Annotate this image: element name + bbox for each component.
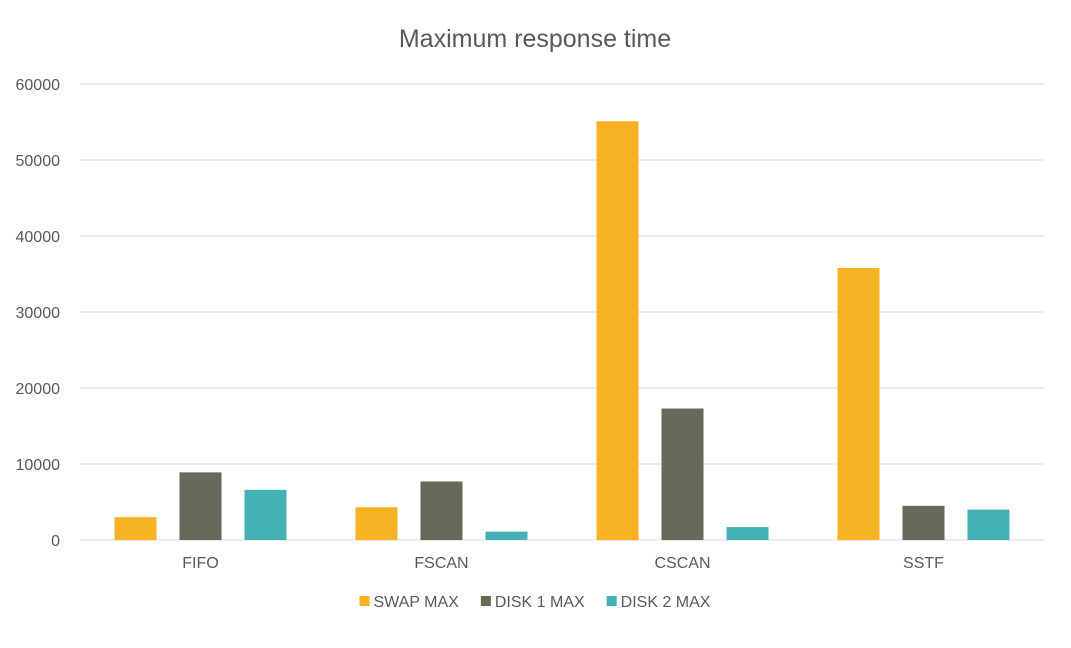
legend-item: DISK 1 MAX xyxy=(480,594,585,611)
y-tick-label: 10000 xyxy=(16,457,61,474)
bar-disk-2-max-cscan xyxy=(726,527,769,540)
y-tick-label: 20000 xyxy=(16,381,61,398)
y-tick-label: 40000 xyxy=(16,229,61,246)
gridlines xyxy=(80,83,1044,541)
bar-disk-1-max-fifo xyxy=(179,472,222,540)
x-category-label: FIFO xyxy=(182,555,218,572)
x-axis-categories: FIFO FSCAN CSCAN SSTF xyxy=(182,555,944,572)
y-tick-label: 30000 xyxy=(16,305,61,322)
legend-label: DISK 2 MAX xyxy=(621,594,711,611)
x-category-label: FSCAN xyxy=(414,555,468,572)
y-tick-label: 60000 xyxy=(16,77,61,94)
y-tick-label: 50000 xyxy=(16,153,61,170)
bar-disk-2-max-sstf xyxy=(967,509,1010,540)
legend-swatch xyxy=(480,596,491,606)
legend: SWAP MAX DISK 1 MAX DISK 2 MAX xyxy=(359,594,711,611)
bar-disk-2-max-fscan xyxy=(485,531,528,540)
bar-disk-2-max-fifo xyxy=(244,489,287,540)
bar-swap-max-sstf xyxy=(837,267,880,540)
legend-item: SWAP MAX xyxy=(359,594,460,611)
x-category-label: SSTF xyxy=(903,555,944,572)
legend-item: DISK 2 MAX xyxy=(606,594,711,611)
y-axis-ticks: 0 10000 20000 30000 40000 50000 60000 xyxy=(16,77,61,550)
legend-swatch xyxy=(606,596,617,606)
x-category-label: CSCAN xyxy=(654,555,710,572)
bar-disk-1-max-sstf xyxy=(902,505,945,540)
bar-disk-1-max-fscan xyxy=(420,481,463,540)
bar-swap-max-fifo xyxy=(114,517,157,540)
chart-title: Maximum response time xyxy=(399,25,671,53)
legend-label: DISK 1 MAX xyxy=(495,594,585,611)
bar-swap-max-fscan xyxy=(355,507,398,540)
legend-swatch xyxy=(359,596,370,606)
bars xyxy=(114,121,1010,541)
bar-disk-1-max-cscan xyxy=(661,408,704,540)
legend-label: SWAP MAX xyxy=(374,594,460,611)
bar-swap-max-cscan xyxy=(596,121,639,541)
y-tick-label: 0 xyxy=(51,533,60,550)
